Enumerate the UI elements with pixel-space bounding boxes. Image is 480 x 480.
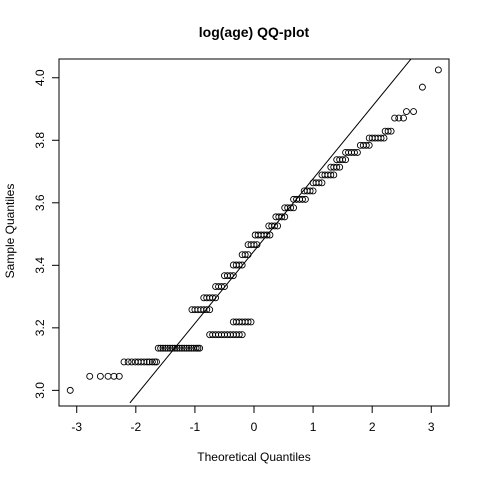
data-point [171, 344, 179, 352]
data-point [235, 331, 243, 339]
y-tick-label: 4.0 [33, 69, 47, 86]
data-point [115, 372, 123, 380]
data-point [148, 358, 156, 366]
y-tick-label: 3.0 [33, 382, 47, 399]
x-tick-label: 3 [428, 420, 435, 434]
data-point [176, 344, 183, 352]
chart-title: log(age) QQ-plot [199, 24, 310, 40]
data-point [247, 318, 255, 326]
data-point [339, 156, 347, 164]
data-point [395, 114, 403, 122]
data-point [238, 261, 246, 269]
data-point [203, 306, 211, 314]
data-point [403, 108, 410, 115]
data-point [180, 344, 188, 352]
y-axis-label: Sample Quantiles [3, 184, 17, 279]
data-point [250, 241, 258, 249]
data-point [327, 171, 335, 179]
data-point [391, 114, 399, 122]
data-point [336, 163, 344, 171]
data-point [143, 358, 151, 366]
data-point [384, 127, 392, 135]
data-point [166, 344, 174, 352]
data-point [104, 372, 112, 380]
data-point [194, 344, 202, 352]
data-point [290, 204, 298, 212]
data-point [309, 187, 317, 195]
data-point [315, 179, 323, 187]
data-point [301, 195, 309, 203]
data-point [154, 344, 162, 352]
x-tick-label: -3 [71, 420, 82, 434]
data-point [244, 318, 252, 326]
x-tick-label: 1 [310, 420, 317, 434]
data-point [333, 163, 341, 171]
data-point [241, 251, 249, 259]
y-tick-label: 3.4 [33, 257, 47, 274]
data-point [151, 358, 159, 366]
data-point [263, 231, 271, 239]
points-layer [66, 66, 442, 394]
y-axis: 3.0 3.2 3.4 3.6 3.8 4.0 [33, 69, 59, 399]
data-point [221, 283, 228, 291]
data-point [164, 344, 172, 352]
data-point [351, 149, 358, 156]
data-point [86, 372, 94, 380]
data-point [377, 134, 385, 142]
reference-line [129, 59, 412, 404]
data-point [153, 358, 160, 366]
data-point [161, 344, 169, 352]
data-point [362, 141, 370, 149]
data-point [365, 141, 373, 149]
data-point [140, 358, 148, 366]
data-point [66, 386, 74, 394]
data-point [192, 344, 200, 352]
data-point [380, 134, 388, 142]
data-point [238, 331, 246, 339]
data-point [418, 83, 426, 91]
data-point [212, 294, 220, 302]
data-point [183, 344, 191, 352]
data-point [353, 149, 361, 156]
x-axis: -3 -2 -1 0 1 2 3 [71, 406, 435, 434]
x-axis-label: Theoretical Quantiles [197, 450, 310, 464]
y-tick-label: 3.6 [33, 194, 47, 211]
data-point [278, 213, 286, 221]
data-point [342, 156, 350, 164]
data-point [271, 222, 279, 230]
data-point [287, 204, 295, 212]
y-tick-label: 3.8 [33, 132, 47, 149]
data-point [306, 187, 314, 195]
y-tick-label: 3.2 [33, 319, 47, 336]
reference-line-layer [129, 59, 412, 404]
data-point [330, 171, 338, 179]
data-point [410, 108, 417, 115]
data-point [128, 358, 136, 366]
data-point [400, 114, 407, 122]
x-tick-label: -1 [190, 420, 201, 434]
data-point [110, 372, 118, 380]
data-point [229, 272, 237, 280]
data-point [159, 344, 167, 352]
data-point [299, 195, 306, 203]
x-tick-label: 2 [369, 420, 376, 434]
data-point [434, 66, 442, 74]
data-point [120, 358, 128, 366]
data-point [185, 344, 193, 352]
data-point [145, 358, 153, 366]
x-tick-label: -2 [130, 420, 141, 434]
data-point [157, 344, 165, 352]
x-tick-label: 0 [251, 420, 258, 434]
data-point [318, 179, 326, 187]
data-point [96, 372, 104, 380]
data-point [178, 344, 186, 352]
data-point [187, 344, 195, 352]
data-point [196, 344, 204, 352]
data-point [124, 358, 132, 366]
data-point [387, 127, 395, 135]
